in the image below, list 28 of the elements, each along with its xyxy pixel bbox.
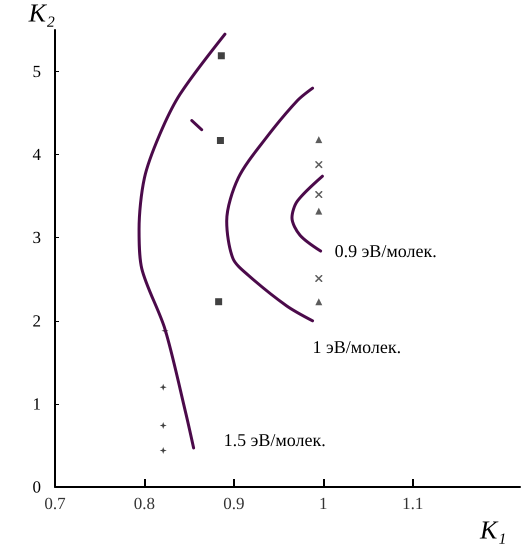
point	[218, 52, 225, 60]
x-tick-label: 1.1	[402, 494, 424, 513]
line-series	[225, 86, 314, 322]
y-tick-label: 4	[32, 145, 42, 164]
point	[215, 298, 222, 306]
point	[160, 384, 167, 391]
point	[315, 298, 322, 306]
point	[160, 446, 167, 454]
line-series	[138, 32, 226, 450]
y-tick-label: 0	[32, 478, 41, 496]
y-tick-label: 2	[32, 311, 41, 330]
y-axis-title: K₂	[28, 0, 55, 28]
y-tick-label: 1	[32, 394, 41, 414]
y-tick-label: 3	[32, 228, 41, 248]
x-tick-label: 0.9	[223, 494, 244, 513]
point	[160, 422, 167, 430]
series-label: 1.5 эВ/молек.	[224, 430, 326, 450]
x-tick-label: 0.7	[44, 494, 66, 513]
series-label: 1 эВ/молек.	[312, 336, 402, 357]
point	[216, 137, 224, 144]
point	[315, 136, 322, 144]
y-tick-label: 5	[32, 62, 41, 82]
x-tick-label: 0.8	[134, 494, 156, 513]
series-label: 0.9 эВ/молек.	[334, 241, 437, 262]
point	[315, 208, 322, 215]
x-tick-label: 1	[319, 494, 328, 513]
line-series	[290, 174, 324, 253]
x-axis-title: K₁	[479, 516, 506, 544]
